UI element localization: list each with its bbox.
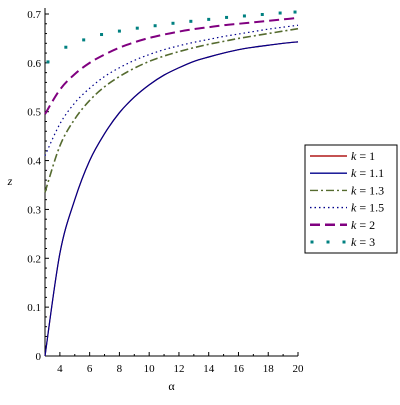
y-tick-label: 0.2 <box>27 253 41 265</box>
legend-box <box>304 144 398 254</box>
series-point-k-3 <box>260 12 264 16</box>
series-point-k-3 <box>64 45 68 49</box>
legend-swatch-point <box>326 240 330 244</box>
series-point-k-3 <box>225 15 229 19</box>
legend-label: k = 2 <box>351 218 375 232</box>
series-point-k-3 <box>100 33 104 37</box>
series-line-1 <box>44 41 299 357</box>
series-line-2 <box>44 27 299 193</box>
legend-label: k = 1.5 <box>351 201 384 215</box>
legend-swatch-point <box>310 240 314 244</box>
x-tick-label: 18 <box>263 363 275 375</box>
y-tick-label: 0.5 <box>27 107 41 119</box>
legend-swatch-point <box>342 240 346 244</box>
series-line-0 <box>44 41 299 357</box>
legend-label: k = 1.1 <box>351 166 384 180</box>
x-tick-label: 8 <box>117 363 123 375</box>
series-line-4 <box>44 16 299 115</box>
x-tick-label: 4 <box>57 363 63 375</box>
series-point-k-3 <box>278 11 282 15</box>
series-point-k-3 <box>117 29 121 33</box>
series-point-k-3 <box>135 26 139 30</box>
y-tick-label: 0.3 <box>27 204 41 216</box>
x-tick-label: 12 <box>173 363 184 375</box>
y-tick-label: 0 <box>36 351 42 363</box>
x-tick-label: 16 <box>233 363 245 375</box>
x-axis-label: α <box>168 379 175 393</box>
y-axis-label: z <box>7 174 13 188</box>
series-point-k-3 <box>242 14 246 18</box>
legend-label: k = 1.3 <box>351 183 384 197</box>
x-tick-label: 6 <box>87 363 93 375</box>
y-tick-label: 0.7 <box>27 9 41 21</box>
series-point-k-3 <box>46 60 50 64</box>
legend-label: k = 3 <box>351 235 375 249</box>
series-point-k-3 <box>189 19 193 23</box>
x-tick-label: 14 <box>203 363 215 375</box>
series-point-k-3 <box>293 10 297 14</box>
x-tick-label: 20 <box>293 363 305 375</box>
legend-label: k = 1 <box>351 149 375 163</box>
y-tick-label: 0.6 <box>27 58 41 70</box>
series-point-k-3 <box>207 17 211 21</box>
y-tick-label: 0.4 <box>27 156 41 168</box>
series-point-k-3 <box>82 38 86 42</box>
x-tick-label: 10 <box>144 363 156 375</box>
series-point-k-3 <box>153 24 157 28</box>
y-tick-label: 0.1 <box>27 302 41 314</box>
series-line-3 <box>44 24 299 156</box>
series-point-k-3 <box>171 21 175 25</box>
